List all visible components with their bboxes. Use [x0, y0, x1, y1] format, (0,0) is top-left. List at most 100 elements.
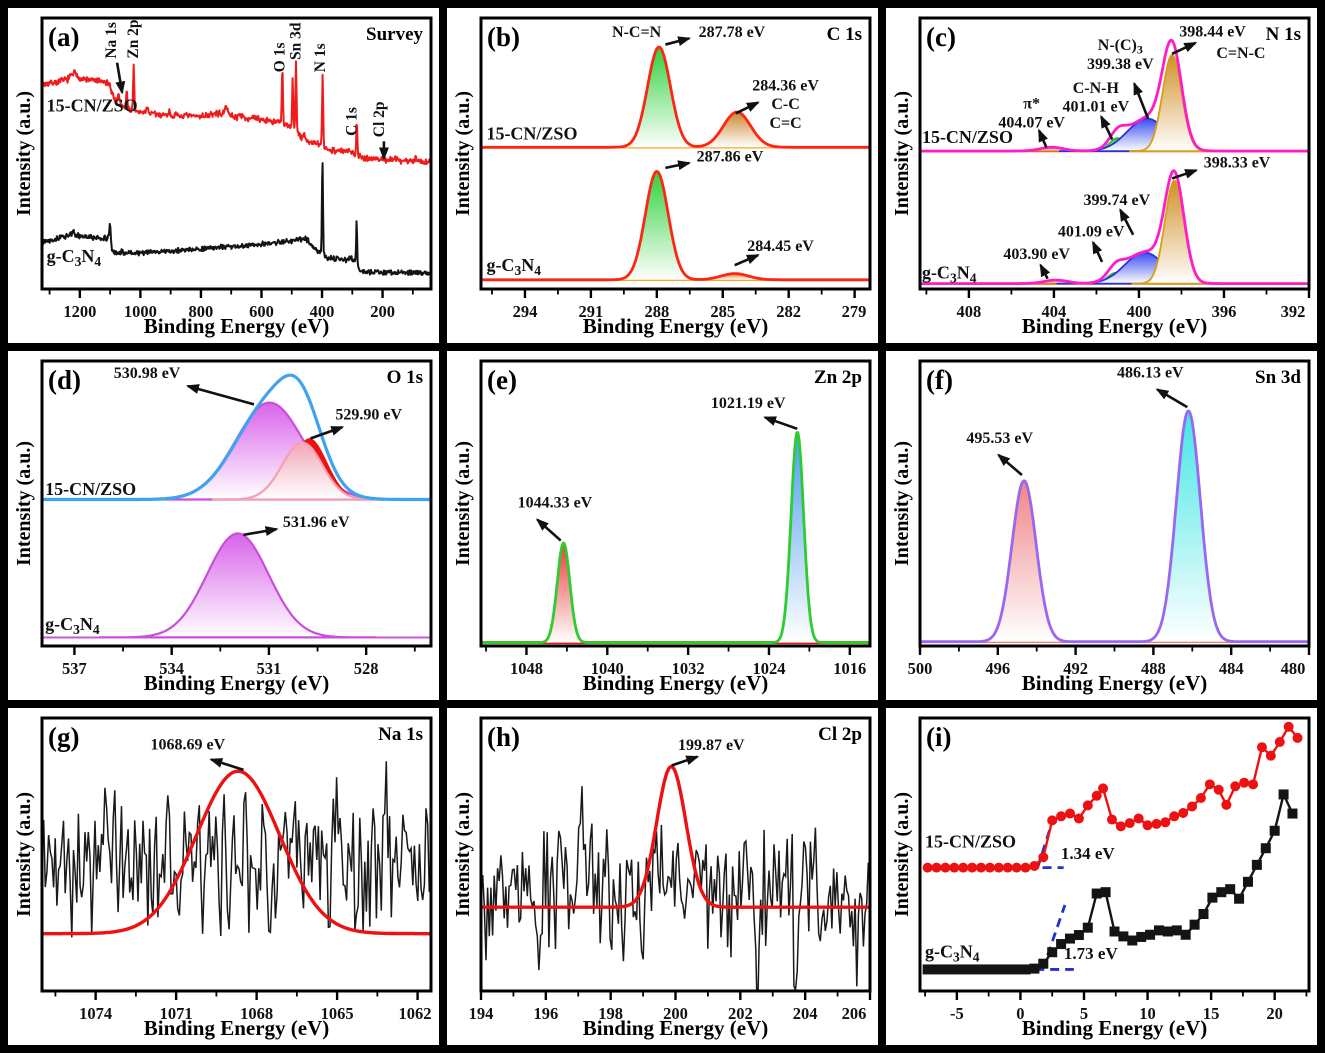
- svg-text:15-CN/ZSO: 15-CN/ZSO: [922, 127, 1013, 147]
- x-axis-label: Binding Energy (eV): [143, 314, 330, 338]
- panel-a-survey: Intensity (a.u.) (a) Survey 1200 1000 800 6…: [8, 8, 439, 343]
- svg-text:291: 291: [579, 302, 604, 321]
- svg-text:198: 198: [598, 1004, 623, 1023]
- x-axis-label: Binding Energy (eV): [1021, 671, 1208, 695]
- svg-text:800: 800: [189, 302, 214, 321]
- svg-text:488: 488: [1141, 659, 1166, 678]
- panel-d-o1s: Intensity (a.u.) (d) O 1s 537 534 531 528 53…: [8, 351, 439, 700]
- svg-text:C-C: C-C: [771, 96, 799, 113]
- svg-text:g-C3N4: g-C3N4: [925, 942, 980, 965]
- panel-letter: (d): [48, 365, 81, 395]
- y-axis-label: Intensity (a.u.): [451, 440, 474, 567]
- panel-letter: (b): [487, 22, 520, 52]
- svg-text:531: 531: [257, 659, 282, 678]
- svg-text:1068.69 eV: 1068.69 eV: [151, 736, 226, 753]
- svg-text:0: 0: [1016, 1004, 1024, 1023]
- svg-text:1074: 1074: [79, 1004, 112, 1023]
- x-axis-label: Binding Energy (eV): [582, 314, 769, 338]
- svg-text:408: 408: [957, 302, 982, 321]
- y-axis-label: Intensity (a.u.): [12, 440, 35, 567]
- svg-text:1021.19 eV: 1021.19 eV: [711, 395, 786, 412]
- spectrum-region-label: Survey: [366, 24, 423, 45]
- spectrum-region-label: Zn 2p: [813, 367, 862, 388]
- svg-text:496: 496: [985, 659, 1010, 678]
- plot-canvas-e: 1048 1040 1032 1024 1016 1044.33 eV 1021.19 eV: [479, 359, 872, 678]
- svg-text:C 1s: C 1s: [343, 107, 360, 136]
- svg-text:1200: 1200: [63, 302, 96, 321]
- x-axis-label: Binding Energy (eV): [582, 671, 769, 695]
- svg-text:N-C=N: N-C=N: [612, 24, 662, 41]
- svg-text:194: 194: [469, 1004, 494, 1023]
- svg-text:398.44 eV: 398.44 eV: [1179, 23, 1246, 40]
- svg-text:528: 528: [354, 659, 379, 678]
- svg-text:500: 500: [908, 659, 933, 678]
- svg-text:480: 480: [1281, 659, 1306, 678]
- y-axis-label: Intensity (a.u.): [451, 90, 474, 217]
- panel-g-na1s: Intensity (a.u.) (g) Na 1s 1074 1071 1068 1…: [8, 708, 439, 1045]
- svg-text:486.13 eV: 486.13 eV: [1117, 365, 1184, 382]
- panel-letter: (i): [926, 722, 952, 752]
- svg-text:1024: 1024: [752, 659, 785, 678]
- panel-i-valence-band: Intensity (a.u.) (i) -5 0 5 10 15 20 15-CN/ZSO…: [886, 708, 1317, 1045]
- svg-text:1048: 1048: [510, 659, 543, 678]
- y-axis-label: Intensity (a.u.): [12, 791, 35, 918]
- svg-text:1040: 1040: [591, 659, 624, 678]
- svg-text:399.74 eV: 399.74 eV: [1084, 192, 1151, 209]
- svg-text:401.09 eV: 401.09 eV: [1058, 224, 1125, 241]
- svg-text:1000: 1000: [124, 302, 157, 321]
- plot-canvas-c: 408 404 400 396 392 398.44 eV C=N-C N-(C)3399.3…: [918, 16, 1311, 321]
- svg-text:284.45 eV: 284.45 eV: [747, 238, 814, 255]
- svg-text:279: 279: [842, 302, 867, 321]
- svg-text:g-C3N4: g-C3N4: [922, 263, 977, 286]
- x-axis-label: Binding Energy (eV): [143, 1016, 330, 1040]
- svg-text:1.34 eV: 1.34 eV: [1061, 844, 1116, 863]
- svg-text:1065: 1065: [321, 1004, 354, 1023]
- x-axis-label: Binding Energy (eV): [582, 1016, 769, 1040]
- panel-letter: (e): [487, 365, 517, 395]
- svg-text:202: 202: [728, 1004, 753, 1023]
- svg-text:199.87 eV: 199.87 eV: [678, 737, 745, 754]
- svg-text:403.90 eV: 403.90 eV: [1003, 246, 1070, 263]
- spectrum-region-label: Na 1s: [378, 724, 423, 745]
- svg-text:15-CN/ZSO: 15-CN/ZSO: [925, 832, 1016, 852]
- y-axis-label: Intensity (a.u.): [890, 440, 913, 567]
- panel-h-cl2p: Intensity (a.u.) (h) Cl 2p 194 196 198 200 2…: [447, 708, 878, 1045]
- plot-canvas-g: 1074 1071 1068 1065 1062 1068.69 eV: [40, 716, 433, 1023]
- y-axis-label: Intensity (a.u.): [890, 791, 913, 918]
- svg-text:1071: 1071: [160, 1004, 193, 1023]
- y-axis-label: Intensity (a.u.): [451, 791, 474, 918]
- plot-canvas-h: 194 196 198 200 202 204 206 199.87 eV: [469, 716, 872, 1023]
- svg-text:g-C3N4: g-C3N4: [486, 255, 541, 278]
- svg-text:N 1s: N 1s: [312, 43, 329, 72]
- svg-text:396: 396: [1212, 302, 1237, 321]
- svg-text:g-C3N4: g-C3N4: [47, 246, 102, 269]
- svg-text:1032: 1032: [672, 659, 705, 678]
- x-axis-label: Binding Energy (eV): [1021, 314, 1208, 338]
- plot-canvas-i: -5 0 5 10 15 20 15-CN/ZSO 1.34 eV g-C3N4 1.73 eV: [918, 716, 1311, 1023]
- svg-text:15-CN/ZSO: 15-CN/ZSO: [486, 123, 577, 143]
- svg-text:15-CN/ZSO: 15-CN/ZSO: [47, 95, 138, 115]
- svg-text:287.86 eV: 287.86 eV: [697, 149, 764, 166]
- panel-c-n1s: Intensity (a.u.) (c) N 1s 408 404 400 396 39…: [886, 8, 1317, 343]
- svg-text:492: 492: [1063, 659, 1088, 678]
- svg-text:399.38 eV: 399.38 eV: [1087, 56, 1154, 73]
- svg-text:600: 600: [249, 302, 274, 321]
- svg-text:484: 484: [1219, 659, 1244, 678]
- spectrum-region-label: N 1s: [1265, 24, 1301, 45]
- plot-canvas-b: 294 291 288 285 282 279 N-C=N 287.78 eV 284.36 e…: [479, 16, 872, 321]
- svg-text:1062: 1062: [399, 1004, 432, 1023]
- panel-letter: (a): [48, 22, 80, 52]
- svg-text:200: 200: [370, 302, 395, 321]
- svg-text:495.53 eV: 495.53 eV: [966, 430, 1033, 447]
- svg-text:529.90 eV: 529.90 eV: [335, 406, 402, 423]
- panel-b-c1s: Intensity (a.u.) (b) C 1s 294 291 288 285 28…: [447, 8, 878, 343]
- svg-text:10: 10: [1139, 1004, 1156, 1023]
- svg-text:534: 534: [159, 659, 184, 678]
- svg-text:1.73 eV: 1.73 eV: [1064, 944, 1119, 963]
- svg-text:C=N-C: C=N-C: [1216, 45, 1265, 62]
- svg-text:C-N-H: C-N-H: [1073, 80, 1120, 97]
- svg-text:398.33 eV: 398.33 eV: [1204, 155, 1271, 172]
- svg-text:404: 404: [1042, 302, 1067, 321]
- svg-text:204: 204: [793, 1004, 818, 1023]
